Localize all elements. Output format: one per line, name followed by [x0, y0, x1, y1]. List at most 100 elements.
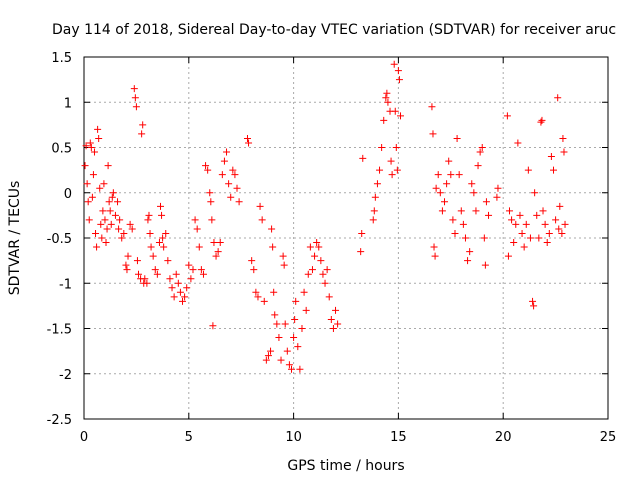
data-point: [89, 171, 97, 179]
data-point: [552, 216, 560, 224]
data-point: [395, 76, 403, 84]
data-point: [268, 225, 276, 233]
data-point: [172, 270, 180, 278]
data-point: [191, 216, 199, 224]
data-point: [87, 144, 95, 151]
data-point: [131, 94, 139, 102]
data-point: [159, 234, 167, 242]
data-point: [144, 216, 152, 224]
data-point: [250, 266, 258, 274]
data-point: [97, 220, 105, 228]
data-point: [292, 297, 300, 305]
data-point: [516, 211, 524, 219]
data-point: [141, 275, 149, 283]
data-point: [383, 89, 391, 97]
data-point: [183, 284, 191, 292]
data-point: [104, 162, 112, 170]
data-point: [504, 252, 512, 260]
data-point: [334, 320, 342, 328]
chart-title: Day 114 of 2018, Sidereal Day-to-day VTE…: [52, 22, 616, 38]
data-point: [382, 94, 390, 102]
data-point: [176, 288, 184, 296]
data-point: [122, 261, 130, 269]
data-point: [126, 220, 134, 228]
data-point: [558, 229, 566, 237]
y-tick-label: 1.5: [51, 51, 72, 66]
data-point: [115, 225, 123, 233]
data-point: [158, 211, 166, 219]
y-tick-label: 0: [64, 187, 72, 202]
data-point: [128, 225, 136, 233]
data-point: [207, 198, 215, 206]
data-points: [81, 60, 569, 373]
data-point: [512, 220, 520, 228]
data-point: [510, 239, 518, 247]
x-axis-title: GPS time / hours: [287, 458, 404, 474]
data-point: [438, 207, 446, 215]
data-point: [474, 162, 482, 170]
data-point: [291, 315, 299, 323]
data-point: [197, 266, 205, 274]
data-point: [357, 248, 365, 256]
data-point: [285, 361, 293, 369]
data-point: [132, 103, 140, 111]
data-point: [145, 211, 153, 219]
data-point: [166, 275, 174, 283]
data-point: [93, 243, 101, 251]
data-point: [98, 234, 106, 242]
data-point: [147, 243, 155, 251]
data-point: [160, 243, 168, 251]
data-point: [522, 220, 530, 228]
data-point: [533, 211, 541, 219]
data-point: [225, 180, 233, 188]
data-point: [114, 198, 122, 206]
data-point: [526, 234, 534, 242]
data-point: [269, 243, 277, 251]
data-point: [185, 261, 193, 269]
data-point: [308, 266, 316, 274]
data-point: [514, 139, 522, 147]
data-point: [449, 216, 457, 224]
data-point: [561, 220, 569, 228]
data-point: [436, 189, 444, 197]
grid: [84, 57, 608, 419]
data-point: [103, 225, 111, 233]
data-point: [518, 229, 526, 237]
data-point: [275, 334, 283, 342]
data-point: [457, 207, 465, 215]
data-point: [181, 293, 189, 301]
data-point: [466, 248, 474, 256]
data-point: [370, 207, 378, 215]
data-point: [231, 171, 239, 179]
data-point: [391, 107, 399, 115]
data-point: [429, 130, 437, 138]
data-point: [321, 279, 329, 287]
data-point: [555, 225, 563, 233]
data-point: [118, 234, 126, 242]
data-point: [90, 148, 98, 156]
data-point: [170, 293, 178, 301]
data-point: [155, 239, 163, 247]
data-point: [233, 184, 241, 192]
data-point: [432, 184, 440, 192]
x-tick-labels: 0 5 10 15 20 25: [80, 430, 616, 445]
data-point: [254, 293, 262, 301]
data-point: [505, 207, 513, 215]
data-point: [396, 112, 404, 120]
data-point: [550, 166, 558, 174]
data-point: [153, 270, 161, 278]
data-point: [482, 198, 490, 206]
data-point: [554, 94, 562, 102]
data-point: [431, 252, 439, 260]
data-point: [195, 243, 203, 251]
data-point: [130, 85, 138, 93]
data-point: [468, 180, 476, 188]
data-point: [209, 322, 217, 330]
data-point: [559, 134, 567, 142]
data-point: [294, 343, 302, 351]
data-point: [311, 252, 319, 260]
data-point: [82, 142, 90, 150]
data-point: [480, 234, 488, 242]
data-point: [531, 189, 539, 197]
